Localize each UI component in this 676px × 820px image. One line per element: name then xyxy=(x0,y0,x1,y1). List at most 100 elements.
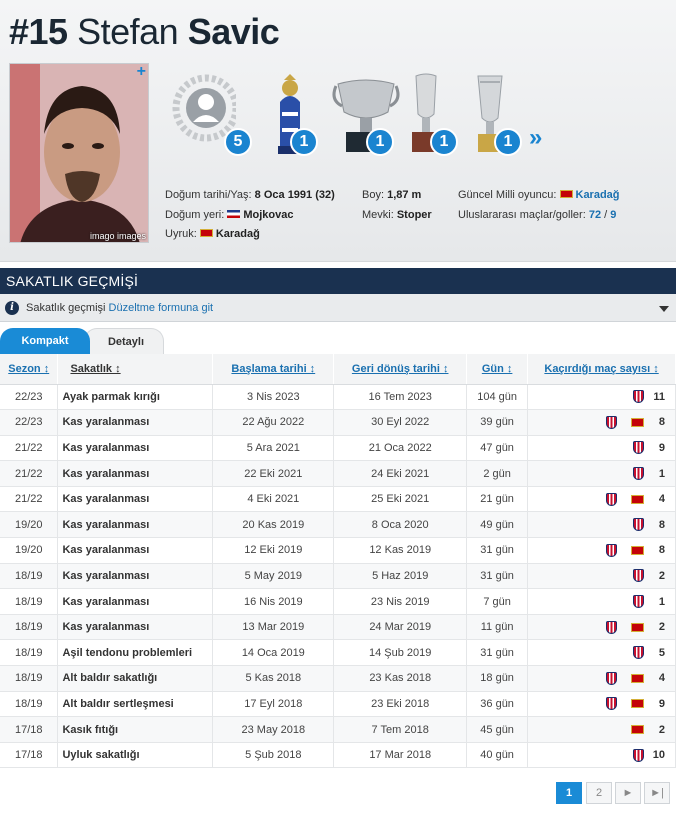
montenegro-flag-icon[interactable] xyxy=(631,545,644,555)
table-row: 19/20 Kas yaralanması 20 Kas 2019 8 Oca 202… xyxy=(0,511,676,539)
montenegro-flag-icon[interactable] xyxy=(631,725,644,735)
atletico-crest-icon[interactable] xyxy=(633,569,644,583)
caret-down-icon[interactable] xyxy=(659,306,669,312)
cell-from: 20 Kas 2019 xyxy=(212,511,335,539)
table-row: 18/19 Aşil tendonu problemleri 14 Oca 2019… xyxy=(0,639,676,667)
player-photo[interactable]: + imago images xyxy=(9,63,149,243)
table-row: 22/23 Ayak parmak kırığı 3 Nis 2023 16 Tem … xyxy=(0,384,676,411)
cell-days: 18 gün xyxy=(466,665,529,692)
atletico-crest-icon[interactable] xyxy=(606,620,617,634)
cell-from: 12 Eki 2019 xyxy=(212,537,335,564)
col-season[interactable]: Sezon ↕ xyxy=(0,354,59,385)
generic-award-icon[interactable]: 5 xyxy=(166,72,252,156)
premier-league-trophy-icon[interactable]: 1 xyxy=(266,72,336,156)
montenegro-flag-icon xyxy=(199,229,213,238)
cell-days: 39 gün xyxy=(466,409,529,436)
games-missed-count: 4 xyxy=(658,493,665,506)
table-row: 19/20 Kas yaralanması 12 Eki 2019 12 Kas 20… xyxy=(0,537,676,564)
atletico-crest-icon[interactable] xyxy=(606,543,617,557)
page-title: #15 Stefan Savic xyxy=(9,10,280,54)
add-photo-icon[interactable]: + xyxy=(136,63,146,80)
player-header: #15 Stefan Savic + imago images 5 xyxy=(0,0,676,262)
info-bar[interactable]: i Sakatlık geçmişi Düzeltme formuna git xyxy=(0,294,676,322)
cell-injury: Kas yaralanması xyxy=(57,588,214,615)
cell-games-missed: 8 xyxy=(527,537,676,564)
cell-injury: Alt baldır sakatlığı xyxy=(57,665,214,692)
atletico-crest-icon[interactable] xyxy=(633,467,644,481)
montenegro-flag-icon[interactable] xyxy=(631,494,644,504)
cell-until: 14 Şub 2019 xyxy=(333,639,468,667)
cell-days: 49 gün xyxy=(466,511,529,539)
cell-injury: Kas yaralanması xyxy=(57,460,214,487)
cell-games-missed: 5 xyxy=(527,639,676,667)
atletico-crest-icon[interactable] xyxy=(633,595,644,609)
more-trophies-button[interactable]: » xyxy=(529,124,543,151)
cell-injury: Kas yaralanması xyxy=(57,537,214,564)
view-tabs: Detaylı Kompakt xyxy=(0,328,676,354)
tab-compact[interactable]: Kompakt xyxy=(0,328,90,354)
atletico-crest-icon[interactable] xyxy=(633,390,644,404)
cell-until: 24 Eki 2021 xyxy=(333,460,468,487)
info-citizenship: Uyruk: Karadağ xyxy=(165,228,260,240)
page-1-button[interactable]: 1 xyxy=(556,782,582,804)
table-row: 18/19 Kas yaralanması 16 Nis 2019 23 Nis 20… xyxy=(0,588,676,615)
trophy-count-badge: 1 xyxy=(290,128,318,156)
info-column-left: Doğum tarihi/Yaş: 8 Oca 1991 (32) Doğum … xyxy=(165,186,335,245)
cell-injury: Aşil tendonu problemleri xyxy=(57,639,214,667)
cell-days: 40 gün xyxy=(466,742,529,769)
goals-link[interactable]: 9 xyxy=(610,208,617,221)
cell-season: 17/18 xyxy=(0,742,59,769)
cell-season: 19/20 xyxy=(0,537,59,564)
montenegro-flag-icon[interactable] xyxy=(631,673,644,683)
cell-games-missed: 1 xyxy=(527,588,676,615)
table-row: 21/22 Kas yaralanması 4 Eki 2021 25 Eki 202… xyxy=(0,486,676,513)
cell-days: 21 gün xyxy=(466,486,529,513)
section-title: SAKATLIK GEÇMİŞİ xyxy=(0,268,676,294)
last-page-button[interactable]: ►| xyxy=(644,782,670,804)
cell-season: 21/22 xyxy=(0,435,59,462)
atletico-crest-icon[interactable] xyxy=(633,646,644,660)
national-team-link[interactable]: Karadağ xyxy=(575,189,620,201)
page-2-button[interactable]: 2 xyxy=(586,782,612,804)
next-page-button[interactable]: ► xyxy=(615,782,641,804)
atletico-crest-icon[interactable] xyxy=(633,748,644,762)
trophy-count-badge: 1 xyxy=(430,128,458,156)
atletico-crest-icon[interactable] xyxy=(633,518,644,532)
la-liga-trophy-icon[interactable]: 1 xyxy=(332,72,402,156)
trophy-count-badge: 1 xyxy=(366,128,394,156)
col-until[interactable]: Geri dönüş tarihi ↕ xyxy=(333,354,468,385)
europa-league-trophy-icon[interactable]: 1 xyxy=(470,72,540,156)
atletico-crest-icon[interactable] xyxy=(606,415,617,429)
atletico-crest-icon[interactable] xyxy=(606,697,617,711)
info-column-middle: Boy: 1,87 m Mevki: Stoper xyxy=(362,186,432,225)
col-games-missed[interactable]: Kaçırdığı maç sayısı ↕ xyxy=(527,354,676,385)
montenegro-flag-icon[interactable] xyxy=(631,622,644,632)
cell-games-missed: 4 xyxy=(527,665,676,692)
col-from[interactable]: Başlama tarihi ↕ xyxy=(212,354,335,385)
info-birthplace: Doğum yeri: Mojkovac xyxy=(165,208,294,221)
cell-season: 22/23 xyxy=(0,384,59,411)
cell-injury: Kas yaralanması xyxy=(57,511,214,539)
cell-season: 18/19 xyxy=(0,691,59,718)
cell-season: 18/19 xyxy=(0,563,59,590)
atletico-crest-icon[interactable] xyxy=(606,492,617,506)
tab-detailed[interactable]: Detaylı xyxy=(84,328,164,354)
cell-until: 12 Kas 2019 xyxy=(333,537,468,564)
super-cup-trophy-icon[interactable]: 1 xyxy=(406,72,476,156)
cell-games-missed: 4 xyxy=(527,486,676,513)
col-injury[interactable]: Sakatlık ↕ xyxy=(57,354,214,385)
games-missed-count: 9 xyxy=(658,441,665,454)
cell-days: 2 gün xyxy=(466,460,529,487)
games-missed-count: 1 xyxy=(658,595,665,608)
correction-form-link[interactable]: Düzeltme formuna git xyxy=(108,302,214,314)
info-bar-text: Sakatlık geçmişi xyxy=(26,302,106,314)
caps-link[interactable]: 72 xyxy=(588,208,602,221)
atletico-crest-icon[interactable] xyxy=(633,441,644,455)
games-missed-count: 2 xyxy=(658,621,665,634)
games-missed-count: 1 xyxy=(658,467,665,480)
col-days[interactable]: Gün ↕ xyxy=(466,354,529,385)
montenegro-flag-icon[interactable] xyxy=(631,417,644,427)
cell-games-missed: 11 xyxy=(527,384,676,411)
montenegro-flag-icon[interactable] xyxy=(631,699,644,709)
atletico-crest-icon[interactable] xyxy=(606,671,617,685)
